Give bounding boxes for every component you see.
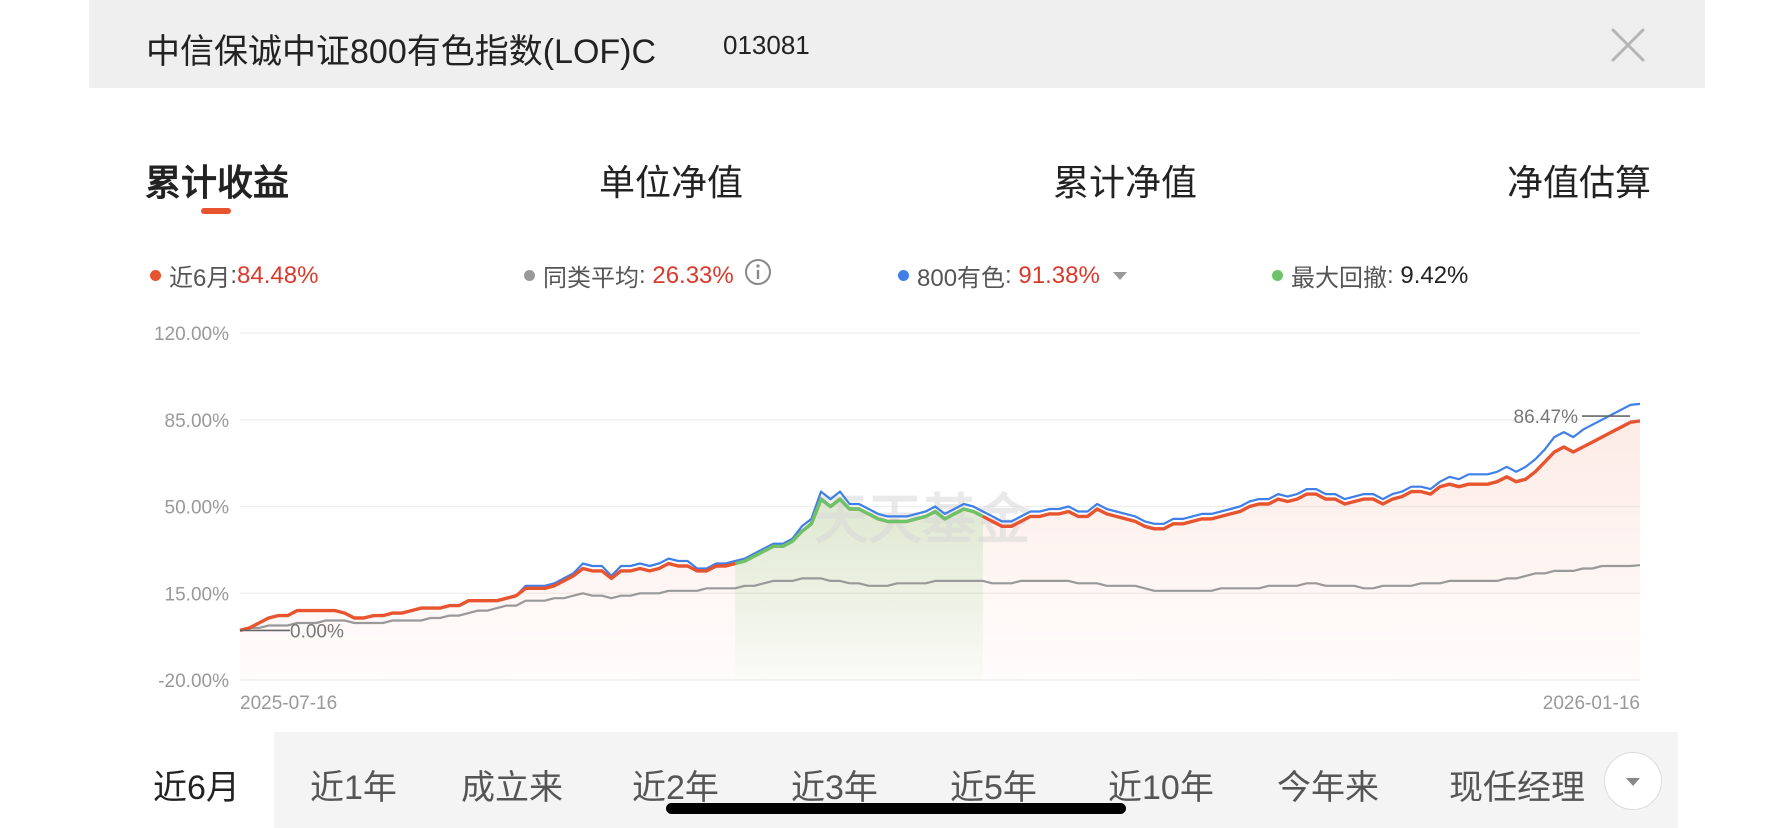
period-current-manager[interactable]: 现任经理 (1449, 769, 1585, 807)
legend-label: 近6月 (169, 265, 231, 292)
period-2y[interactable]: 近2年 (632, 769, 719, 807)
fund-code: 013081 (723, 30, 810, 60)
period-6m[interactable]: 近6月 (153, 769, 240, 807)
cumulative-return-chart[interactable]: 120.00% 85.00% 50.00% 15.00% -20.00% 天天基金 0.… (0, 300, 1792, 720)
period-5y[interactable]: 近5年 (950, 769, 1037, 807)
tab-unit-nav[interactable]: 单位净值 (599, 162, 744, 203)
period-10y[interactable]: 近10年 (1108, 769, 1214, 807)
chart-tabs: 累计收益 单位净值 累计净值 净值估算 (0, 148, 1792, 218)
legend-max-drawdown: 最大回撤: 9.42% (1272, 258, 1468, 293)
x-end-label: 2026-01-16 (1543, 693, 1640, 714)
more-periods-button[interactable] (1604, 752, 1662, 810)
legend-dot (898, 270, 909, 281)
y-tick-label: -20.00% (158, 671, 229, 692)
y-tick-label: 120.00% (154, 324, 229, 345)
drawdown-segment (734, 497, 984, 566)
y-tick-label: 50.00% (165, 498, 230, 519)
tab-cumulative-nav[interactable]: 累计净值 (1053, 162, 1198, 203)
legend-label: 同类平均 (543, 265, 639, 292)
legend-label: 800有色 (917, 265, 1006, 292)
tab-nav-estimate[interactable]: 净值估算 (1507, 162, 1652, 203)
active-tab-indicator (201, 208, 231, 214)
y-tick-label: 85.00% (165, 411, 230, 432)
watermark: 天天基金 (814, 488, 1031, 551)
fund-header: 中信保诚中证800有色指数(LOF)C 013081 (89, 0, 1705, 88)
period-ytd[interactable]: 今年来 (1277, 769, 1379, 807)
close-button[interactable] (1605, 22, 1651, 68)
legend-dot (150, 270, 161, 281)
info-icon[interactable] (744, 258, 772, 293)
chevron-down-icon (1626, 778, 1640, 786)
series-line-peer-average (239, 564, 1641, 632)
period-3y[interactable]: 近3年 (791, 769, 878, 807)
legend-benchmark[interactable]: 800有色: 91.38% (898, 258, 1130, 293)
caret-down-icon[interactable] (1110, 262, 1130, 290)
legend-value: 84.48% (237, 261, 319, 289)
legend-label: 最大回撤 (1291, 265, 1387, 292)
home-indicator (666, 803, 1126, 814)
x-start-label: 2025-07-16 (240, 693, 337, 714)
legend-dot (524, 270, 535, 281)
peak-annotation: 86.47% (1514, 407, 1579, 428)
legend-value: 91.38% (1018, 261, 1100, 289)
close-icon (1611, 28, 1645, 62)
legend-value: 26.33% (652, 261, 734, 289)
period-1y[interactable]: 近1年 (310, 769, 397, 807)
chart-legend: 近6月: 84.48% 同类平均: 26.33% 800有色: 91.38% 最… (0, 258, 1792, 292)
legend-dot (1272, 270, 1283, 281)
legend-value: 9.42% (1400, 261, 1469, 289)
legend-fund: 近6月: 84.48% (150, 258, 318, 293)
tab-cumulative-return[interactable]: 累计收益 (145, 162, 290, 203)
y-tick-label: 15.00% (165, 584, 230, 605)
fund-name: 中信保诚中证800有色指数(LOF)C (146, 33, 657, 71)
start-annotation: 0.00% (290, 621, 344, 642)
period-since-inception[interactable]: 成立来 (461, 769, 563, 807)
legend-peer-average: 同类平均: 26.33% (524, 258, 772, 293)
drawdown-area (735, 499, 983, 680)
